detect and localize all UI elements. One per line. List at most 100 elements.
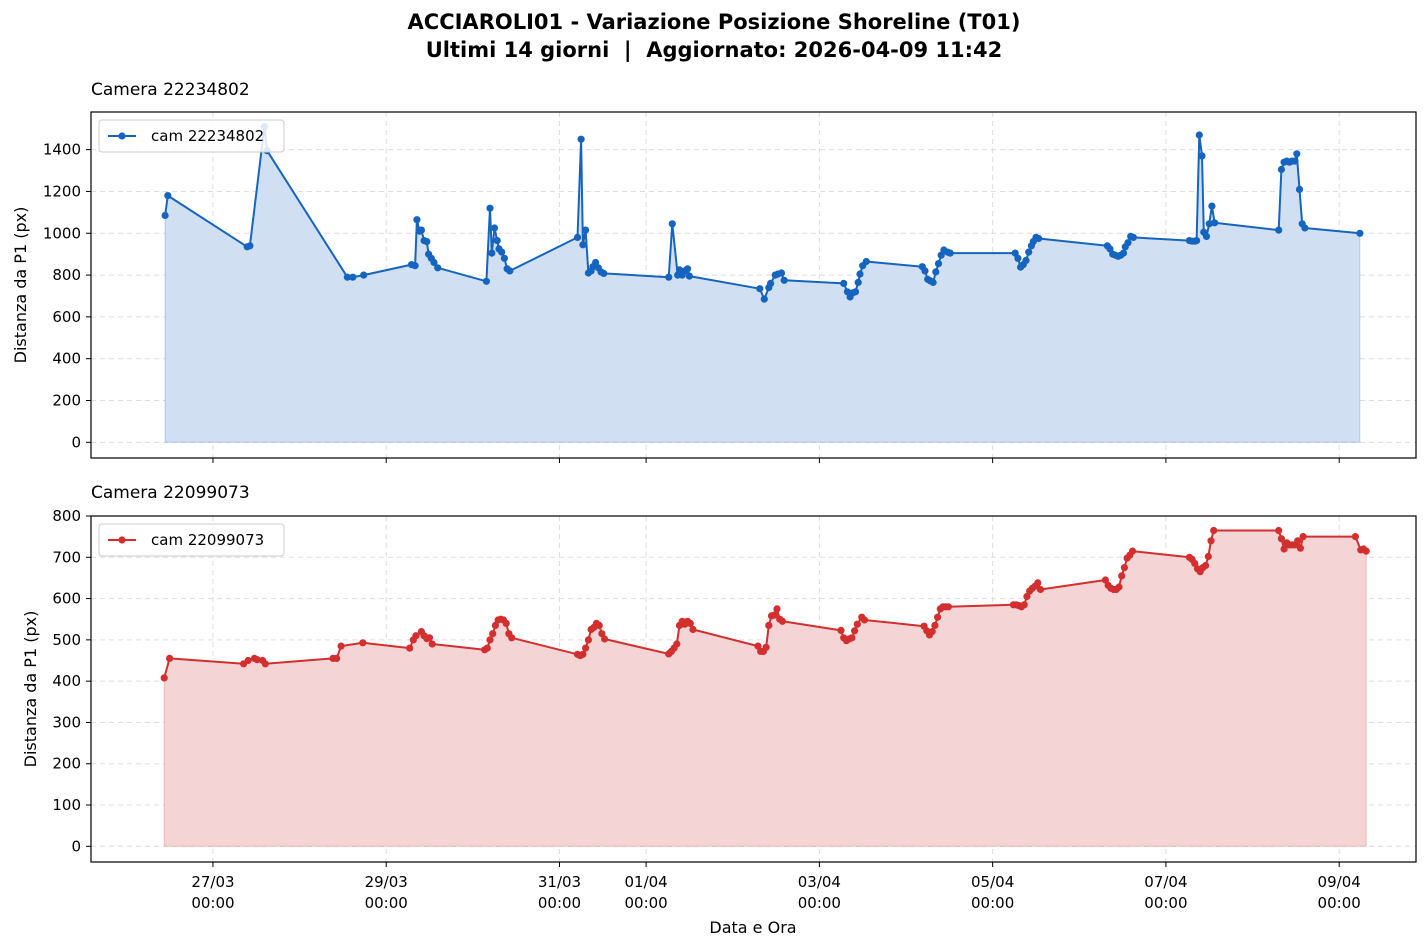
legend: cam 22234802 [98,119,285,153]
data-point-99 [1120,564,1128,572]
data-point-14 [412,632,420,640]
data-point-117 [1295,185,1304,193]
data-point-48 [685,272,694,280]
y-tick-label-8: 800 [52,507,81,525]
chart2-title: Camera 22099073 [91,483,250,503]
data-point-47 [684,265,692,273]
series-area [164,126,1361,443]
data-point-62 [837,626,845,635]
y-tick-label-2: 400 [52,350,81,368]
y-tick-label-5: 1000 [43,224,81,242]
y-tick-label-7: 700 [52,548,81,566]
data-point-19 [428,640,436,648]
data-point-106 [1205,220,1213,228]
data-point-80 [944,603,953,611]
data-point-102 [1195,131,1203,139]
y-tick-label-7: 1400 [43,141,81,159]
x-tick-date-6: 07/04 [1144,873,1187,891]
data-point-45 [673,640,681,648]
data-point-82 [1025,248,1033,256]
data-point-52 [767,279,775,287]
data-point-56 [765,621,773,630]
legend-swatch-marker [118,132,126,140]
data-point-109 [1202,561,1210,570]
data-point-111 [1207,537,1215,545]
x-tick-time-4: 00:00 [798,894,841,912]
x-tick-time-2: 00:00 [538,894,581,912]
data-point-11 [359,639,367,647]
data-point-24 [491,621,499,630]
data-point-24 [493,237,501,245]
data-point-50 [686,619,694,628]
data-point-63 [856,270,864,278]
data-point-0 [161,211,169,220]
data-point-86 [1023,592,1031,601]
data-point-92 [1101,576,1109,584]
data-point-29 [506,267,514,275]
data-point-105 [1202,232,1211,240]
data-point-37 [592,258,600,267]
data-point-7 [261,660,269,668]
legend: cam 22099073 [98,523,285,557]
data-point-13 [417,226,425,234]
data-point-0 [160,674,168,682]
data-point-98 [1118,572,1126,580]
data-point-59 [773,605,781,613]
x-tick-time-5: 00:00 [971,894,1014,912]
y-tick-label-4: 800 [52,266,81,284]
data-point-126 [1362,547,1370,555]
y-tick-label-4: 400 [52,672,81,690]
y-axis-label: Distanza da P1 (px) [21,611,40,768]
plot-frame [90,111,1417,459]
data-point-88 [1106,245,1114,253]
y-tick-label-0: 0 [71,433,81,451]
data-point-113 [1275,526,1283,535]
data-point-105 [1191,559,1199,568]
figure-title-line1: ACCIAROLI01 - Variazione Posizione Shore… [408,10,1021,34]
data-point-70 [860,616,869,624]
data-point-20 [482,277,490,285]
data-point-61 [851,288,860,296]
x-tick-date-1: 29/03 [365,873,408,891]
data-point-40 [598,630,606,638]
data-point-114 [1277,535,1285,543]
data-point-65 [862,257,870,266]
x-tick-time-7: 00:00 [1318,894,1361,912]
data-point-103 [1198,152,1206,160]
data-point-15 [423,238,431,246]
data-point-67 [921,267,929,275]
data-point-52 [754,642,762,650]
data-point-22 [486,636,494,644]
x-tick-date-3: 01/04 [624,873,667,891]
data-point-1 [166,654,174,663]
data-point-93 [1119,249,1128,257]
data-point-8 [360,271,368,279]
data-point-115 [1291,157,1299,165]
data-point-33 [582,226,590,234]
data-point-101 [1193,237,1201,245]
legend-box [98,119,285,153]
data-point-74 [928,628,936,636]
data-point-112 [1210,526,1218,535]
data-point-55 [777,269,786,277]
chart-camera-2: 27/03 00:00 29/03 00:00 31/03 00:00 01/04 00:00… [21,507,1417,912]
data-point-67 [851,627,859,635]
data-point-122 [1299,533,1307,541]
chart1-title: Camera 22234802 [91,80,250,100]
data-point-33 [579,650,587,658]
legend-label: cam 22099073 [151,531,264,549]
data-point-40 [600,269,608,277]
data-point-41 [601,635,609,643]
data-point-66 [848,634,856,642]
data-point-115 [1280,545,1288,553]
data-point-5 [253,656,261,664]
data-point-23 [489,630,497,638]
data-point-110 [1277,165,1285,174]
data-point-32 [579,241,587,249]
data-point-11 [413,216,421,224]
data-point-97 [1115,583,1123,591]
x-tick-time-1: 00:00 [365,894,408,912]
legend-box [98,523,285,557]
y-axis-label: Distanza da P1 (px) [11,207,30,364]
data-point-58 [770,611,778,619]
